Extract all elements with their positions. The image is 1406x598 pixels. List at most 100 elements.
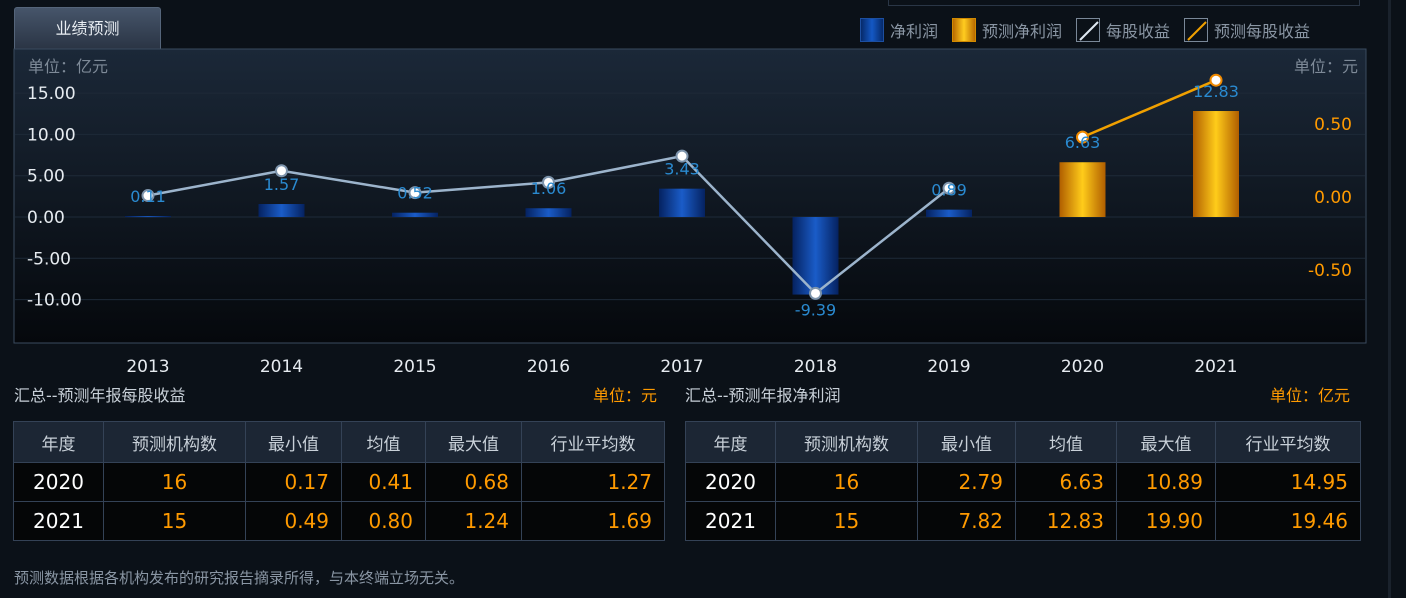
value-cell: 1.24 (425, 501, 522, 541)
bar-value-label: 1.06 (531, 179, 567, 198)
value-cell: 6.63 (1015, 462, 1117, 502)
right-axis-tick-label: 0.00 (1314, 188, 1352, 208)
eps-point (141, 189, 155, 203)
left-axis-tick-label: -10.00 (27, 291, 82, 311)
value-cell: 0.80 (341, 501, 426, 541)
column-header: 行业平均数 (521, 421, 665, 463)
forecast-eps-point (1209, 73, 1223, 87)
disclaimer-footnote: 预测数据根据各机构发布的研究报告摘录所得，与本终端立场无关。 (14, 569, 465, 587)
top-panel-border (888, 0, 1360, 6)
eps-point (675, 149, 689, 163)
value-cell: 15 (103, 501, 246, 541)
value-cell: 16 (103, 462, 246, 502)
eps-point (275, 164, 288, 178)
left-axis-tick-label: 10.00 (27, 125, 76, 145)
net-profit-bar (258, 204, 305, 217)
value-cell: 16 (775, 462, 918, 502)
column-header: 预测机构数 (775, 421, 918, 463)
bar-value-label: 12.83 (1193, 82, 1239, 101)
performance-chart: 单位：亿元 单位：元 15.00 10.00 5.00 0.00 -5.00 -10.00… (13, 48, 1367, 377)
gold-bar-swatch-icon (952, 18, 977, 42)
window-scrollbar-edge (1388, 0, 1391, 598)
column-header: 预测机构数 (103, 421, 246, 463)
left-axis-tick-label: 0.00 (27, 208, 65, 228)
x-axis-year-label: 2014 (260, 357, 303, 377)
x-axis-year-label: 2017 (660, 357, 703, 377)
year-cell: 2020 (685, 462, 776, 502)
profit-summary-unit: 单位：亿元 (1270, 386, 1351, 405)
bar-value-label: 3.43 (664, 160, 700, 179)
value-cell: 2.79 (917, 462, 1016, 502)
white-line-swatch-icon (1076, 18, 1101, 42)
legend-label: 预测净利润 (982, 22, 1063, 41)
value-cell: 19.90 (1116, 501, 1216, 541)
value-cell: 15 (775, 501, 918, 541)
legend-label: 每股收益 (1106, 22, 1171, 41)
column-header: 年度 (13, 421, 104, 463)
net-profit-bar (392, 212, 438, 217)
blue-bar-swatch-icon (860, 18, 884, 42)
eps-point (809, 286, 822, 300)
year-cell: 2021 (685, 501, 776, 541)
eps-summary-table: 年度 预测机构数 最小值 均值 最大值 行业平均数 2020 16 0.17 0.41 0.68 1… (13, 421, 665, 541)
value-cell: 1.69 (521, 501, 665, 541)
net-profit-bar (525, 208, 572, 217)
x-axis-year-label: 2020 (1061, 357, 1104, 377)
chart-legend: 净利润 预测净利润 每股收益 预测每股收益 (860, 16, 1310, 44)
value-cell: 10.89 (1116, 462, 1216, 502)
left-axis-tick-label: 15.00 (27, 84, 76, 104)
x-axis-year-label: 2021 (1194, 357, 1237, 377)
legend-label: 净利润 (890, 22, 939, 41)
value-cell: 19.46 (1215, 501, 1361, 541)
net-profit-bar (926, 209, 972, 217)
year-cell: 2020 (13, 462, 104, 502)
column-header: 均值 (341, 421, 426, 463)
eps-point (542, 175, 555, 189)
legend-item-forecast-net-profit[interactable]: 预测净利润 (952, 18, 1062, 42)
bar-value-label: -9.39 (795, 301, 836, 320)
bar-value-label: 1.57 (264, 175, 300, 194)
column-header: 最小值 (917, 421, 1016, 463)
year-cell: 2021 (13, 501, 104, 541)
left-axis-tick-label: 5.00 (27, 167, 65, 187)
left-unit-label: 单位：亿元 (28, 57, 108, 76)
table-row: 2020 16 0.17 0.41 0.68 1.27 (13, 462, 665, 502)
value-cell: 0.17 (245, 462, 342, 502)
right-unit-label: 单位：元 (1294, 57, 1358, 76)
eps-summary-title: 汇总--预测年报每股收益 (14, 386, 186, 405)
bar-value-label: 0.52 (397, 184, 433, 203)
net-profit-bar (659, 188, 705, 217)
legend-item-forecast-eps[interactable]: 预测每股收益 (1184, 18, 1310, 42)
x-axis-year-label: 2013 (126, 357, 169, 377)
value-cell: 7.82 (917, 501, 1016, 541)
value-cell: 0.41 (341, 462, 426, 502)
right-axis-tick-label: -0.50 (1308, 261, 1352, 281)
column-header: 年度 (685, 421, 776, 463)
profit-summary-table: 年度 预测机构数 最小值 均值 最大值 行业平均数 2020 16 2.79 6.63 10.89… (685, 421, 1361, 541)
forecast-net-profit-bar (1193, 111, 1239, 217)
table-row: 2021 15 7.82 12.83 19.90 19.46 (685, 501, 1361, 541)
forecast-eps-line (1082, 79, 1217, 139)
eps-summary-unit: 单位：元 (593, 386, 658, 405)
eps-point (942, 181, 956, 195)
value-cell: 1.27 (521, 462, 665, 502)
bar-value-label: 6.63 (1065, 133, 1101, 152)
column-header: 最大值 (1116, 421, 1216, 463)
right-axis-tick-label: 0.50 (1314, 115, 1352, 135)
column-header: 最小值 (245, 421, 342, 463)
bar-value-label: 0.11 (130, 187, 166, 206)
x-axis-year-label: 2018 (794, 357, 837, 377)
legend-item-net-profit[interactable]: 净利润 (860, 18, 938, 42)
column-header: 行业平均数 (1215, 421, 1361, 463)
x-axis-year-label: 2016 (527, 357, 570, 377)
bar-value-label: 0.89 (931, 181, 967, 200)
legend-item-eps[interactable]: 每股收益 (1076, 18, 1170, 42)
left-axis-tick-label: -5.00 (27, 249, 71, 269)
eps-point (408, 186, 422, 200)
x-axis-year-label: 2019 (927, 357, 970, 377)
column-header: 均值 (1015, 421, 1117, 463)
value-cell: 14.95 (1215, 462, 1361, 502)
tab-performance-forecast[interactable]: 业绩预测 (14, 7, 161, 49)
orange-line-swatch-icon (1184, 18, 1209, 42)
value-cell: 12.83 (1015, 501, 1117, 541)
